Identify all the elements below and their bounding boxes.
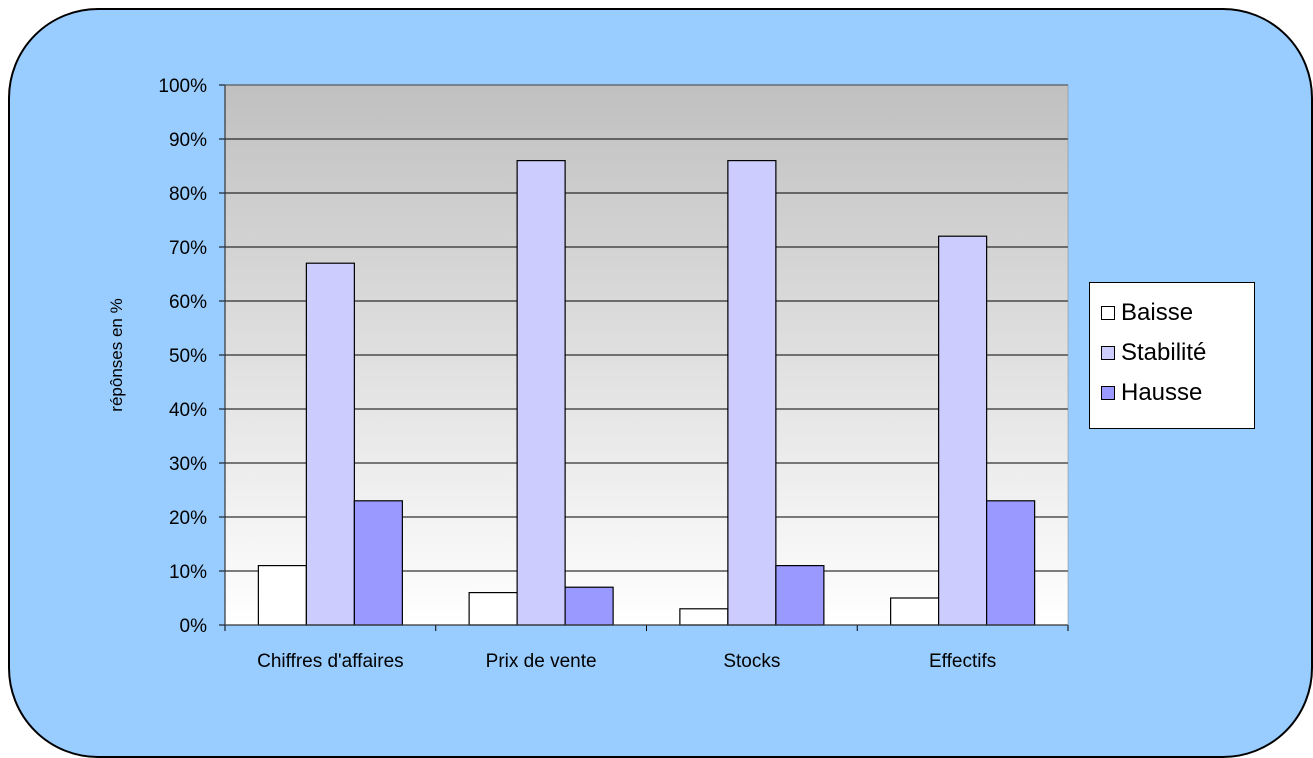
bar-hausse-2	[775, 564, 825, 626]
y-tick-label: 80%	[169, 184, 207, 205]
y-tick-label: 20%	[169, 508, 207, 529]
legend-swatch-baisse	[1101, 306, 1115, 320]
y-tick-labels: 0% 10% 20% 30% 40% 50% 60% 70% 80% 90% 100%	[158, 76, 207, 637]
bar-stabilite-1	[516, 160, 566, 626]
legend-swatch-stabilite	[1101, 346, 1115, 360]
legend: Baisse Stabilité Hausse	[1089, 282, 1255, 429]
legend-label-baisse: Baisse	[1121, 299, 1194, 326]
y-tick-label: 50%	[169, 346, 207, 367]
bar-stabilite-3	[938, 235, 988, 626]
bar-stabilite-2	[727, 160, 777, 626]
y-tick-label: 30%	[169, 454, 207, 475]
x-category-label: Chiffres d'affaires	[257, 651, 404, 672]
bar-hausse-1	[564, 586, 614, 626]
bar-baisse-3	[890, 597, 940, 626]
y-tick-label: 40%	[169, 400, 207, 421]
y-tick-label: 100%	[158, 76, 207, 97]
y-tick-label: 0%	[180, 616, 208, 637]
legend-item-hausse: Hausse	[1090, 373, 1254, 413]
bar-hausse-0	[353, 500, 403, 626]
y-axis-label: répônses en %	[107, 298, 126, 411]
legend-label-hausse: Hausse	[1121, 379, 1203, 406]
y-tick-label: 90%	[169, 130, 207, 151]
plot-border	[224, 84, 1069, 626]
legend-item-baisse: Baisse	[1090, 293, 1254, 333]
bar-stabilite-0	[305, 262, 355, 626]
legend-item-stabilite: Stabilité	[1090, 333, 1254, 373]
y-tick-label: 70%	[169, 238, 207, 259]
bar-baisse-1	[468, 591, 518, 626]
x-category-label: Stocks	[723, 651, 780, 672]
bar-baisse-2	[679, 608, 729, 626]
axes	[219, 84, 1069, 631]
legend-label-stabilite: Stabilité	[1121, 339, 1207, 366]
legend-swatch-hausse	[1101, 386, 1115, 400]
bars	[257, 160, 1036, 626]
x-category-labels: Chiffres d'affaires Prix de vente Stocks Ef…	[257, 651, 996, 672]
x-category-label: Prix de vente	[486, 651, 597, 672]
y-tick-label: 60%	[169, 292, 207, 313]
x-category-label: Effectifs	[929, 651, 996, 672]
bar-baisse-0	[257, 564, 307, 626]
bar-hausse-3	[986, 500, 1036, 626]
y-tick-label: 10%	[169, 562, 207, 583]
